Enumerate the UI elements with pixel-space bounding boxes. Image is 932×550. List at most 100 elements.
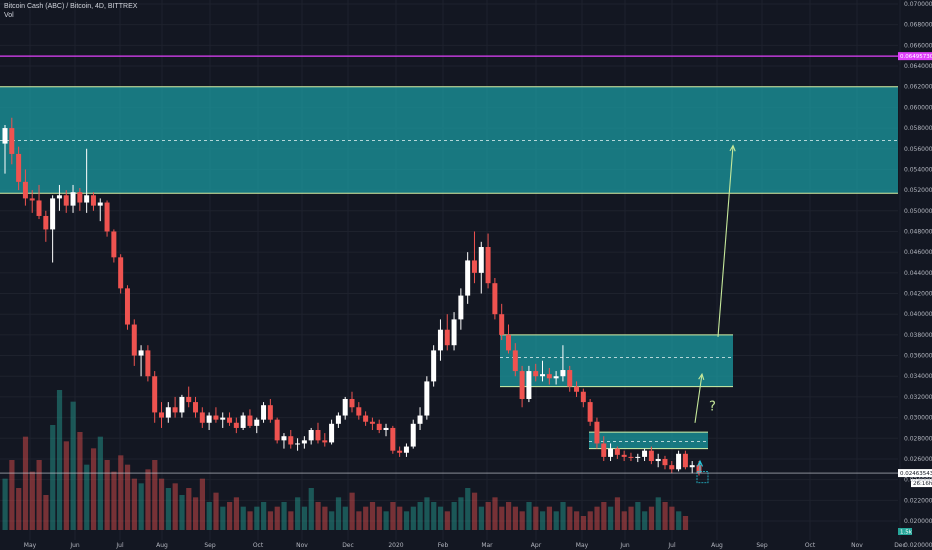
volume-bar bbox=[397, 506, 403, 530]
volume-bar bbox=[152, 460, 158, 530]
candle-body bbox=[594, 421, 600, 444]
volume-bar bbox=[540, 511, 546, 530]
candle-body bbox=[642, 450, 648, 457]
candle-body bbox=[363, 415, 369, 422]
volume-bar bbox=[505, 502, 512, 530]
volume-bar bbox=[274, 506, 280, 530]
volume-bar bbox=[206, 502, 212, 530]
candle-body bbox=[648, 450, 654, 462]
volume-bar bbox=[233, 497, 240, 530]
time-tick-label: Jul bbox=[667, 542, 676, 549]
volume-bar bbox=[111, 471, 117, 530]
volume-bar bbox=[662, 502, 668, 530]
candle-body bbox=[376, 423, 382, 431]
price-tick-label: 0.06000000 bbox=[904, 104, 932, 111]
price-tick-label: 0.04200000 bbox=[904, 291, 932, 298]
projection-arrow-line bbox=[694, 374, 703, 423]
volume-bar bbox=[138, 483, 144, 530]
time-tick-label: 2020 bbox=[388, 542, 403, 549]
volume-bar bbox=[315, 502, 321, 530]
volume-bar bbox=[533, 506, 539, 530]
volume-bar bbox=[410, 506, 416, 530]
time-tick-label: Apr bbox=[531, 542, 542, 549]
candle-body bbox=[22, 181, 28, 199]
price-axis[interactable]: 0.07000000 0.06800000 0.06600000 0.06400000… bbox=[904, 1, 932, 549]
candle-body bbox=[526, 371, 532, 399]
volume-bar bbox=[124, 464, 131, 530]
volume-bar bbox=[16, 488, 22, 530]
candle-body bbox=[499, 314, 505, 335]
volume-bar bbox=[213, 492, 219, 530]
volume-bar bbox=[349, 492, 355, 530]
volume-bar bbox=[322, 506, 328, 530]
candle-body bbox=[124, 288, 130, 325]
chart-legend: Bitcoin Cash (ABC) / Bitcoin, 4D, BITTRE… bbox=[4, 2, 137, 20]
volume-bar bbox=[254, 506, 260, 530]
volume-bar bbox=[288, 511, 294, 530]
volume-bar bbox=[383, 511, 389, 530]
candle-body bbox=[56, 195, 62, 199]
resistance-price-tag bbox=[898, 52, 932, 61]
time-tick-label: Nov bbox=[851, 542, 863, 549]
price-tick-label: 0.05400000 bbox=[904, 166, 932, 173]
volume-bar bbox=[9, 460, 15, 530]
volume-bar bbox=[36, 460, 42, 530]
candle-body bbox=[288, 436, 294, 445]
candle-body bbox=[308, 430, 314, 441]
candle-body bbox=[662, 458, 668, 466]
price-tick-label: 0.05600000 bbox=[904, 146, 932, 153]
candle-body bbox=[465, 260, 471, 296]
volume-bar bbox=[471, 492, 478, 530]
candle-body bbox=[403, 446, 409, 453]
volume-bar bbox=[335, 497, 342, 530]
volume-bar bbox=[655, 497, 661, 530]
time-tick-label: Jun bbox=[619, 542, 630, 549]
candle-body bbox=[369, 421, 375, 424]
candle-body bbox=[36, 200, 42, 216]
volume-bar bbox=[376, 506, 382, 530]
price-tick-label: 0.02000000 bbox=[904, 542, 932, 549]
candle-body bbox=[227, 417, 233, 423]
candle-body bbox=[111, 231, 117, 258]
volume-bar bbox=[145, 469, 151, 530]
candle-body bbox=[206, 415, 212, 423]
price-tick-label: 0.04000000 bbox=[904, 311, 932, 318]
candle-body bbox=[519, 371, 525, 399]
time-tick-label: Aug bbox=[156, 542, 168, 549]
candle-body bbox=[417, 415, 423, 424]
volume-bar bbox=[22, 436, 29, 530]
volume-bar bbox=[601, 502, 607, 530]
volume-bar bbox=[458, 497, 464, 530]
volume-bar bbox=[131, 478, 137, 530]
candle-body bbox=[437, 329, 443, 351]
volume-bar bbox=[567, 506, 573, 530]
volume-bar bbox=[363, 506, 369, 530]
volume-bar bbox=[77, 432, 83, 530]
volume-bar bbox=[240, 506, 246, 530]
volume-bar bbox=[390, 502, 396, 530]
candle-body bbox=[444, 329, 450, 346]
candle-body bbox=[431, 350, 437, 382]
volume-label[interactable]: Vol bbox=[4, 12, 14, 19]
volume-bar bbox=[29, 471, 35, 530]
candle-body bbox=[580, 391, 586, 403]
time-tick-label: Jun bbox=[69, 542, 80, 549]
symbol-title[interactable]: Bitcoin Cash (ABC) / Bitcoin, 4D, BITTRE… bbox=[4, 3, 138, 10]
volume-bar bbox=[587, 511, 593, 530]
volume-bar bbox=[356, 511, 362, 530]
candle-body bbox=[689, 465, 695, 468]
time-axis[interactable]: May Jun Jul Aug Sep Oct Nov Dec 2020 Feb Mar Apr May… bbox=[24, 542, 906, 549]
time-tick-label: Sep bbox=[756, 542, 768, 549]
candle-body bbox=[84, 195, 90, 203]
resistance-price-label: 0.06495730 bbox=[900, 54, 932, 60]
candle-body bbox=[261, 405, 267, 420]
volume-bars bbox=[2, 390, 689, 530]
candle-body bbox=[553, 376, 559, 379]
candle-body bbox=[43, 215, 49, 230]
time-tick-label: Nov bbox=[296, 542, 308, 549]
price-tick-label: 0.05000000 bbox=[904, 208, 932, 215]
volume-bar bbox=[158, 478, 165, 530]
candle-body bbox=[397, 450, 403, 453]
volume-bar bbox=[220, 506, 226, 530]
